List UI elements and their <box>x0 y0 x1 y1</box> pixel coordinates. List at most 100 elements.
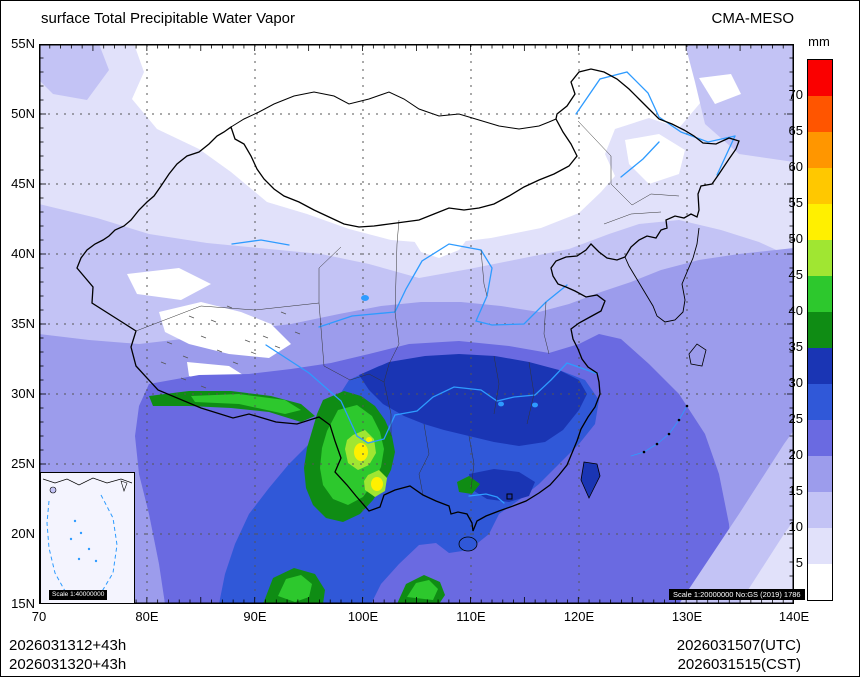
inset-background <box>41 473 134 603</box>
lon-label: 140E <box>778 609 810 624</box>
ryukyu-island-dot <box>642 450 646 454</box>
lat-label: 45N <box>11 176 35 191</box>
colorbar-segment <box>808 456 832 492</box>
inset-coastline <box>42 477 133 486</box>
yellow-river <box>318 243 568 328</box>
colorbar-label: 15 <box>788 483 803 498</box>
map-scale-badge: Scale 1:20000000 No:GS (2019) 1786 <box>669 589 805 600</box>
colorbar <box>807 59 833 601</box>
poyang-lake <box>532 402 538 408</box>
ussuri-river <box>716 135 736 176</box>
colorbar-label: 25 <box>788 411 803 426</box>
amur-river <box>575 71 736 143</box>
pwv-fill-10-15-ne-corner <box>685 44 794 162</box>
run-time-cst: 2026031320+43h <box>9 656 127 673</box>
colorbar-segment <box>808 132 832 168</box>
inset-taiwan <box>120 480 128 492</box>
qinghai-lake <box>361 295 369 301</box>
dongting-lake <box>498 401 504 407</box>
colorbar-segment <box>808 204 832 240</box>
colorbar-segment <box>808 60 832 96</box>
pwv-fill-5-10-se-ocean <box>739 520 794 604</box>
yangtze-river <box>265 344 599 444</box>
colorbar-segment <box>808 168 832 204</box>
page-title: surface Total Precipitable Water Vapor <box>41 10 296 27</box>
dry-white-tarim <box>127 268 211 300</box>
colorbar-segment <box>808 384 832 420</box>
kyushu-coast <box>688 343 707 367</box>
lon-label: 70 <box>31 609 47 624</box>
ryukyu-island-dot <box>667 432 671 436</box>
colorbar-segment <box>808 492 832 528</box>
pwv-shaded-fields <box>39 44 794 604</box>
colorbar-label: 30 <box>788 375 803 390</box>
inset-dash-line-west <box>46 500 66 592</box>
lat-label: 30N <box>11 386 35 401</box>
dry-white-tibet-a <box>159 302 291 358</box>
dry-white-northeast <box>625 134 685 184</box>
pwv-fill-50-55-c <box>366 437 372 443</box>
colorbar-label: 40 <box>788 303 803 318</box>
terrain-stipple <box>160 305 301 389</box>
colorbar-segment <box>808 240 832 276</box>
model-name: CMA-MESO <box>711 10 795 27</box>
inset-island-dots <box>69 519 98 563</box>
pearl-river <box>468 493 505 504</box>
country-borders <box>76 68 740 552</box>
lat-label: 25N <box>11 456 35 471</box>
korea-coast <box>624 227 700 323</box>
colorbar-label: 70 <box>788 87 803 102</box>
pwv-fill-10-15-se-ocean <box>679 430 794 604</box>
colorbar-label: 60 <box>788 159 803 174</box>
lon-label: 100E <box>347 609 379 624</box>
colorbar-label: 50 <box>788 231 803 246</box>
lat-label: 55N <box>11 36 35 51</box>
colorbar-label: 55 <box>788 195 803 210</box>
pwv-fill-40-45-himalaya <box>191 394 301 414</box>
pwv-fill-30-35-yangtze <box>359 354 587 446</box>
inset-scale-badge: Scale 1:40000000 <box>49 590 108 600</box>
init-times: 2026031312+43h 2026031320+43h <box>9 636 126 674</box>
ryukyu-arc-line <box>630 405 688 457</box>
colorbar-segment <box>808 312 832 348</box>
dry-white-amur <box>699 74 741 104</box>
lat-label: 15N <box>11 596 35 611</box>
lat-label: 40N <box>11 246 35 261</box>
hainan-island <box>458 536 478 552</box>
songhua-river <box>620 141 660 178</box>
colorbar-segment <box>808 528 832 564</box>
colorbar-segment <box>808 420 832 456</box>
colorbar-label: 45 <box>788 267 803 282</box>
lon-label: 90E <box>243 609 267 624</box>
colorbar-segment <box>808 564 832 600</box>
lat-label: 35N <box>11 316 35 331</box>
pwv-fill-40-45-bengal <box>278 575 312 602</box>
south-china-sea-inset: Scale 1:40000000 <box>40 472 135 604</box>
colorbar-unit: mm <box>808 34 830 49</box>
colorbar-label: 10 <box>788 519 803 534</box>
pwv-fill-50-55-b <box>371 477 383 491</box>
grid-lines <box>40 45 793 603</box>
lon-label: 110E <box>456 609 486 624</box>
pwv-fill-50-55-a <box>354 443 368 461</box>
colorbar-label: 65 <box>788 123 803 138</box>
lon-label: 120E <box>563 609 595 624</box>
rivers <box>231 71 736 504</box>
pwv-fill-40-45-indochina <box>407 580 438 600</box>
pwv-fill-10-15-nw-corner <box>39 44 109 100</box>
run-time-utc: 2026031312+43h <box>9 637 127 654</box>
lat-label: 50N <box>11 106 35 121</box>
dry-white-gobi <box>209 89 585 258</box>
lon-label: 80E <box>135 609 159 624</box>
inset-dash-line-east <box>100 494 118 594</box>
colorbar-segment <box>808 276 832 312</box>
colorbar-segment <box>808 96 832 132</box>
lat-label: 20N <box>11 526 35 541</box>
lon-label: 130E <box>671 609 703 624</box>
province-borders <box>135 120 680 496</box>
map-canvas <box>39 44 794 604</box>
map-frame <box>39 44 794 604</box>
ryukyu-island-dot <box>685 404 689 408</box>
china-border <box>76 68 740 532</box>
